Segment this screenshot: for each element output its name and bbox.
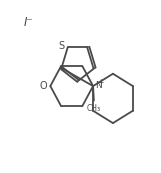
Text: N: N xyxy=(95,81,101,90)
Text: +: + xyxy=(97,78,103,87)
Text: I⁻: I⁻ xyxy=(23,16,33,29)
Text: S: S xyxy=(58,41,64,51)
Text: CH₃: CH₃ xyxy=(87,104,101,113)
Text: O: O xyxy=(39,81,47,91)
